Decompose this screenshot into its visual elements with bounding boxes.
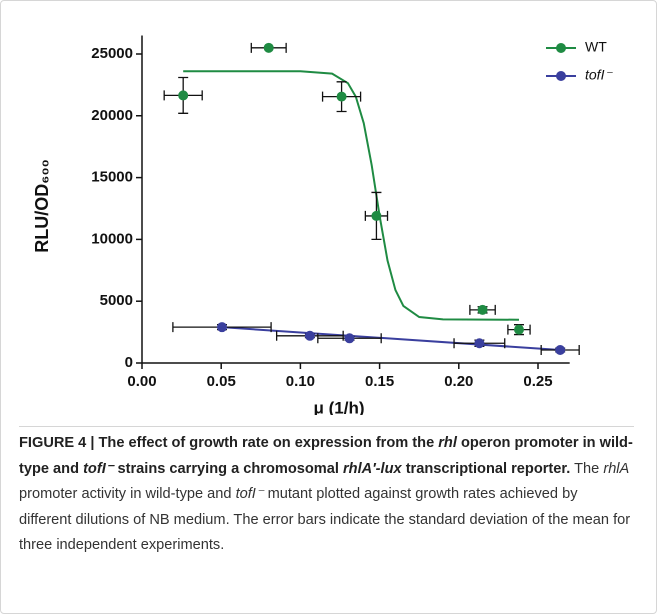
x-tick-label: 0.10 <box>286 373 315 390</box>
x-tick-label: 0.20 <box>444 373 473 390</box>
data-point <box>344 333 355 344</box>
data-point <box>336 91 347 102</box>
data-point <box>216 322 227 333</box>
y-tick-label: 5000 <box>100 292 133 309</box>
data-point <box>304 330 315 341</box>
y-tick-label: 10000 <box>91 230 133 247</box>
y-tick-label: 25000 <box>91 45 133 62</box>
y-tick-label: 0 <box>125 354 133 371</box>
caption-text: promoter activity in wild-type and <box>19 486 236 502</box>
caption-text: operon promoter in wild-type and <box>19 435 633 477</box>
legend-marker <box>556 71 566 81</box>
caption-text: strains carrying a chromosomal <box>113 460 343 477</box>
legend-marker <box>556 43 566 53</box>
caption-text: The <box>570 460 604 477</box>
caption-text: tofI⁻ <box>83 460 114 477</box>
fit-line <box>183 70 519 321</box>
legend-label: WT <box>585 39 607 55</box>
data-point <box>477 304 488 315</box>
y-tick-label: 15000 <box>91 169 133 186</box>
data-point <box>263 42 274 53</box>
caption-text: rhlA <box>603 460 630 477</box>
caption-text: transcriptional reporter. <box>401 460 571 477</box>
caption: FIGURE 4 | The effect of growth rate on … <box>19 426 634 559</box>
caption-text: FIGURE 4 | The effect of growth rate on … <box>19 435 439 451</box>
x-tick-label: 0.25 <box>523 373 552 390</box>
y-tick-label: 20000 <box>91 107 133 124</box>
caption-text: rhlA′-lux <box>343 460 402 477</box>
data-point <box>474 338 485 349</box>
caption-text: tofI⁻ <box>235 486 264 502</box>
legend-label: tofI⁻ <box>585 67 613 83</box>
data-point <box>371 210 382 221</box>
x-tick-label: 0.15 <box>365 373 394 390</box>
chart: μ (1/h) RLU/OD₆₀₀ 0.00 0.05 0.10 0.15 0.20 0.… <box>32 35 613 417</box>
data-point <box>513 324 524 335</box>
data-point <box>178 90 189 101</box>
y-axis-label: RLU/OD₆₀₀ <box>32 159 52 252</box>
caption-text: mutant plotted against growth rates achi… <box>19 486 631 553</box>
x-tick-label: 0.00 <box>127 373 156 390</box>
fit-line <box>221 326 561 352</box>
caption-text: rhl <box>438 435 457 451</box>
x-axis-label: μ (1/h) <box>313 398 364 415</box>
x-tick-label: 0.05 <box>207 373 236 390</box>
data-point <box>555 345 566 356</box>
